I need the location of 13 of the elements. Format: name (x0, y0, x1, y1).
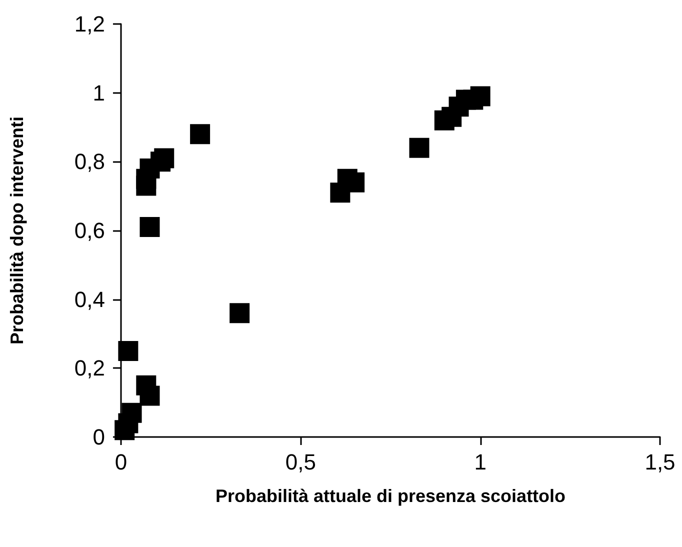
x-tick-label: 1,5 (644, 450, 676, 474)
y-tick-label: 0,2 (74, 356, 105, 381)
x-tick-label: 0,5 (285, 450, 316, 474)
y-tick-label: 1,2 (74, 12, 105, 36)
y-tick-label: 0,6 (74, 218, 105, 243)
y-tick-label: 0,8 (74, 149, 105, 174)
y-tick-label: 0,4 (74, 286, 105, 312)
x-tick-label: 1 (474, 450, 486, 474)
x-axis-title: Probabilità attuale di presenza scoiattolo (215, 486, 566, 506)
y-axis-title: Probabilità dopo interventi (7, 116, 27, 345)
y-tick-label: 0 (92, 424, 105, 450)
x-tick-label: 0 (114, 450, 128, 474)
y-tick-label: 1 (92, 80, 105, 106)
